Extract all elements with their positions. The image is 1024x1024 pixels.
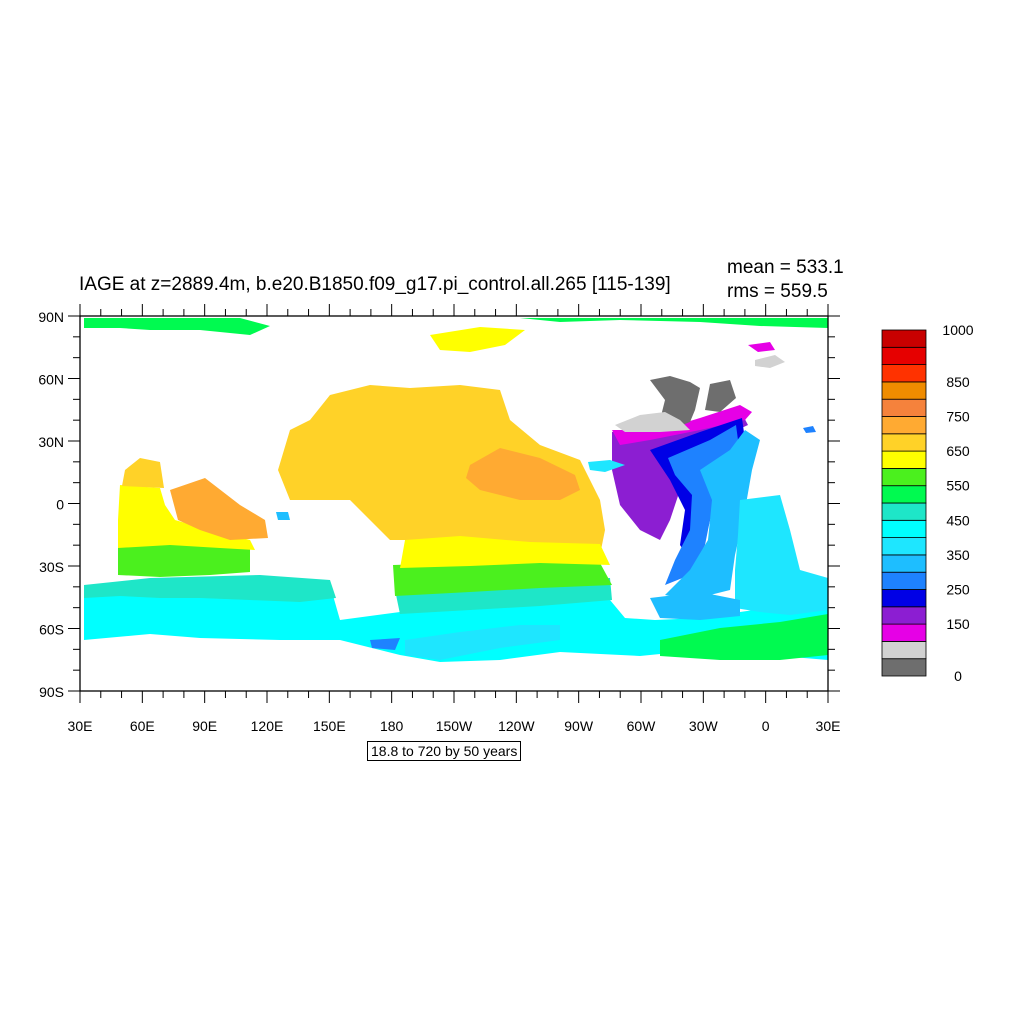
colorbar-swatch [881, 658, 927, 677]
north-pacific-orange-region [278, 385, 605, 556]
equatorial-atlantic-blue-patch [803, 426, 816, 433]
lon-tick-label: 150E [313, 718, 346, 734]
lon-tick-label: 120E [251, 718, 284, 734]
lon-tick-label: 180 [380, 718, 404, 734]
colorbar-swatch [881, 623, 927, 642]
lon-tick-label: 60E [130, 718, 155, 734]
latitude-axis: 90N 60N 30N 0 30S 60S 90S [38, 309, 840, 700]
subpolar-light-grey [615, 412, 690, 432]
atlantic-light-blue-region [665, 430, 760, 600]
colorbar-swatch [881, 519, 927, 538]
arctic-green-strip [84, 318, 270, 335]
south-pacific-green-region [393, 561, 612, 596]
lat-tick-label: 60N [38, 372, 64, 388]
lon-tick-label: 30E [816, 718, 841, 734]
colorbar-label: 0 [954, 668, 962, 684]
gulf-of-mexico-cyan [588, 460, 625, 472]
colorbar: 0 150 250 350 450 550 650 750 850 1000 [881, 322, 974, 684]
colorbar-swatch [881, 467, 927, 487]
south-indian-green-region [118, 540, 250, 577]
longitude-axis: 30E 60E 90E 120E 150E 180 150W 120W 90W 60W 30W 0 30… [68, 304, 841, 734]
lat-tick-label: 30S [39, 559, 64, 575]
north-pacific-age-max-region [466, 448, 580, 500]
lon-tick-label: 60W [627, 718, 657, 734]
colorbar-label: 150 [946, 616, 970, 632]
rms-stat: rms = 559.5 [727, 281, 828, 302]
lon-tick-label: 150W [436, 718, 473, 734]
colorbar-swatch [881, 485, 927, 504]
plot-title: IAGE at z=2889.4m, b.e20.B1850.f09_g17.p… [79, 274, 671, 295]
south-atlantic-cyan-region [735, 495, 828, 615]
colorbar-swatch [881, 537, 927, 556]
colorbar-label: 550 [946, 478, 970, 494]
colorbar-swatch [881, 554, 927, 573]
colorbar-label: 1000 [942, 322, 973, 338]
colorbar-swatch [881, 416, 927, 435]
south-pacific-yellow-region [400, 536, 610, 568]
arctic-magenta-patch [748, 342, 775, 352]
lon-tick-label: 120W [498, 718, 535, 734]
south-atlantic-bottom-green [660, 614, 828, 660]
colorbar-swatch [881, 346, 927, 365]
southern-ocean-aqua-region [84, 575, 336, 602]
colorbar-swatch [881, 329, 927, 348]
lat-tick-label: 60S [39, 622, 64, 638]
lat-tick-label: 90N [38, 309, 64, 325]
colorbar-swatch [881, 641, 927, 660]
colorbar-label: 750 [946, 409, 970, 425]
lon-tick-label: 0 [762, 718, 770, 734]
arctic-grey-patch [755, 355, 785, 368]
colorbar-swatch [881, 364, 927, 383]
colorbar-swatch [881, 571, 927, 590]
colorbar-swatch [881, 606, 927, 625]
lat-tick-label: 90S [39, 684, 64, 700]
colorbar-swatch [881, 381, 927, 400]
lon-tick-label: 30W [689, 718, 719, 734]
colorbar-label: 250 [946, 582, 970, 598]
arctic-green-strip-east [520, 318, 828, 328]
colorbar-label: 650 [946, 443, 970, 459]
indian-ocean-orange-region [122, 458, 164, 488]
colorbar-swatch [881, 450, 927, 469]
lat-tick-label: 0 [56, 497, 64, 513]
colorbar-label: 350 [946, 547, 970, 563]
indian-ocean-blue-patch [276, 512, 290, 520]
colorbar-label: 850 [946, 374, 970, 390]
lat-tick-label: 30N [38, 434, 64, 450]
antarctic-blue-sliver [370, 638, 400, 650]
age-field-regions [84, 318, 828, 662]
lon-tick-label: 90E [192, 718, 217, 734]
lon-tick-label: 90W [564, 718, 594, 734]
contour-interval-box: 18.8 to 720 by 50 years [367, 741, 522, 761]
colorbar-swatch [881, 589, 927, 608]
colorbar-swatch [881, 398, 927, 417]
mean-stat: mean = 533.1 [727, 257, 844, 278]
colorbar-swatch [881, 433, 927, 452]
lon-tick-label: 30E [68, 718, 93, 734]
antarctic-cyan-strip [405, 625, 560, 660]
south-atlantic-cyan-west [650, 592, 740, 620]
colorbar-swatch [881, 502, 927, 521]
nordic-sea-grey [705, 380, 736, 412]
indian-ocean-light-orange [170, 478, 268, 540]
arctic-yellow-patch [430, 327, 525, 352]
colorbar-label: 450 [946, 512, 970, 528]
